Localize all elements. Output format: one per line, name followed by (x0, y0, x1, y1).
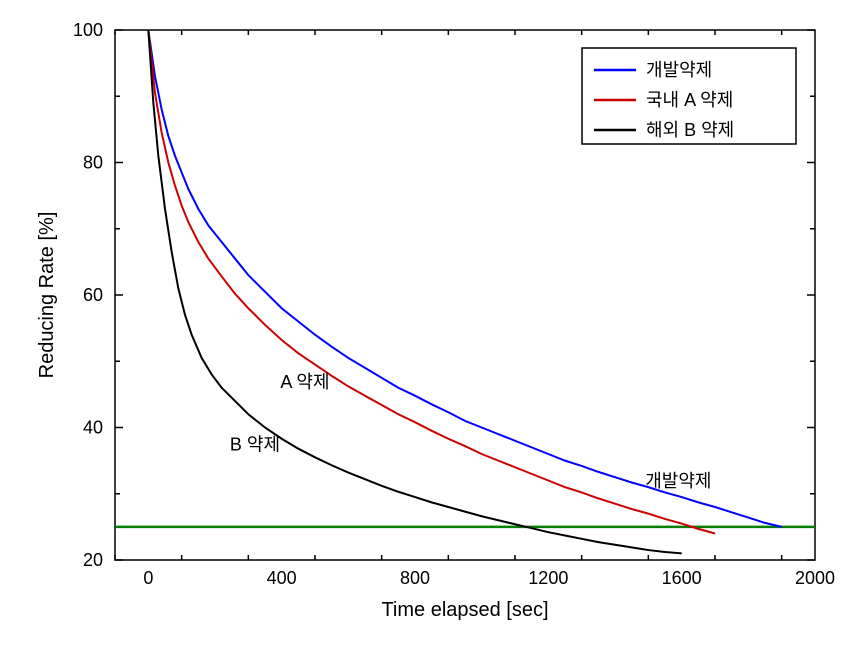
x-tick-label: 2000 (795, 568, 835, 588)
annotation-2: 개발약제 (645, 471, 711, 491)
annotation-0: A 약제 (280, 372, 329, 392)
y-tick-label: 80 (83, 153, 103, 173)
legend-label-0: 개발약제 (646, 60, 712, 80)
chart-container: 0 400 800 1200 1600 2000 20 40 60 80 100 Time elaps… (0, 0, 859, 648)
annotation-1: B 약제 (230, 435, 280, 455)
x-axis-title: Time elapsed [sec] (381, 599, 548, 621)
series-line-1 (148, 30, 715, 534)
legend-label-1: 국내 A 약제 (646, 90, 733, 110)
y-tick-label: 60 (83, 285, 103, 305)
y-tick-label: 20 (83, 550, 103, 570)
x-tick-label: 1200 (528, 568, 568, 588)
y-axis-title: Reducing Rate [%] (36, 212, 58, 379)
series-line-2 (148, 30, 681, 553)
y-tick-label: 40 (83, 418, 103, 438)
legend-label-2: 해외 B 약제 (646, 120, 734, 140)
y-tick-label: 100 (73, 20, 103, 40)
x-tick-label: 800 (400, 568, 430, 588)
x-tick-label: 1600 (662, 568, 702, 588)
x-tick-label: 0 (143, 568, 153, 588)
x-tick-label: 400 (267, 568, 297, 588)
reducing-rate-chart: 0 400 800 1200 1600 2000 20 40 60 80 100 Time elaps… (0, 0, 859, 648)
